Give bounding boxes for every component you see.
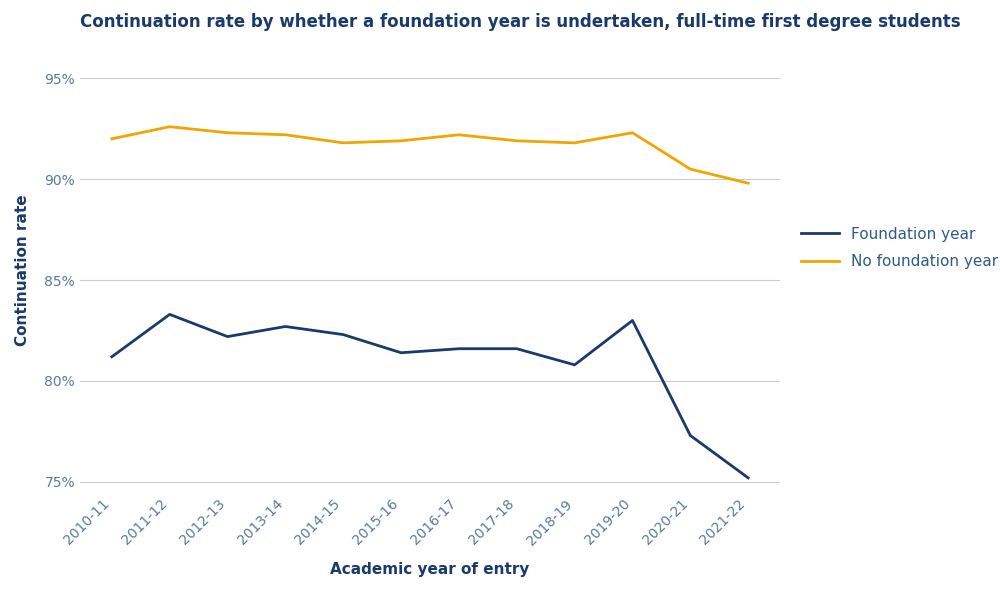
No foundation year [337, 139, 349, 146]
Text: Continuation rate by whether a foundation year is undertaken, full-time first de: Continuation rate by whether a foundatio… [80, 13, 961, 31]
Y-axis label: Continuation rate: Continuation rate [15, 194, 30, 346]
Line: No foundation year: No foundation year [112, 127, 748, 183]
Foundation year [453, 345, 465, 352]
Foundation year [395, 349, 407, 356]
No foundation year [684, 166, 696, 173]
No foundation year [222, 129, 234, 136]
No foundation year [106, 135, 118, 142]
No foundation year [626, 129, 638, 136]
Foundation year [106, 353, 118, 361]
No foundation year [569, 139, 581, 146]
Foundation year [684, 432, 696, 439]
Legend: Foundation year, No foundation year: Foundation year, No foundation year [795, 221, 1000, 275]
No foundation year [395, 137, 407, 145]
Foundation year [626, 317, 638, 324]
No foundation year [453, 131, 465, 139]
X-axis label: Academic year of entry: Academic year of entry [330, 562, 530, 577]
No foundation year [279, 131, 291, 139]
Foundation year [569, 361, 581, 368]
Foundation year [742, 474, 754, 481]
Foundation year [279, 323, 291, 330]
No foundation year [164, 123, 176, 130]
Foundation year [337, 331, 349, 338]
Foundation year [164, 311, 176, 318]
Line: Foundation year: Foundation year [112, 314, 748, 478]
Foundation year [511, 345, 523, 352]
No foundation year [511, 137, 523, 145]
No foundation year [742, 179, 754, 187]
Foundation year [222, 333, 234, 340]
